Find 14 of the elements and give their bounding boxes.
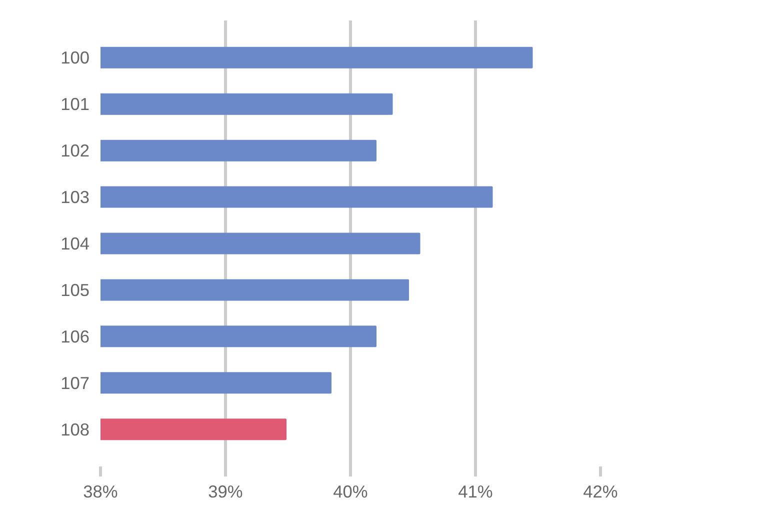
y-tick-label: 105: [60, 280, 90, 300]
x-tick-label: 38%: [83, 482, 118, 502]
x-tick-label: 42%: [583, 482, 618, 502]
y-tick-label: 103: [60, 187, 90, 208]
y-tick-label: 108: [60, 419, 90, 440]
y-tick-label: 106: [60, 326, 90, 346]
y-tick-label: 104: [60, 234, 90, 254]
x-tick-label: 41%: [458, 482, 493, 502]
y-tick-label: 101: [60, 94, 90, 114]
y-tick-label: 107: [60, 372, 90, 393]
y-tick-label: 100: [60, 48, 90, 68]
x-tick-label: 40%: [333, 482, 368, 502]
x-tick-label: 39%: [208, 482, 243, 502]
y-tick-label: 102: [60, 140, 90, 161]
